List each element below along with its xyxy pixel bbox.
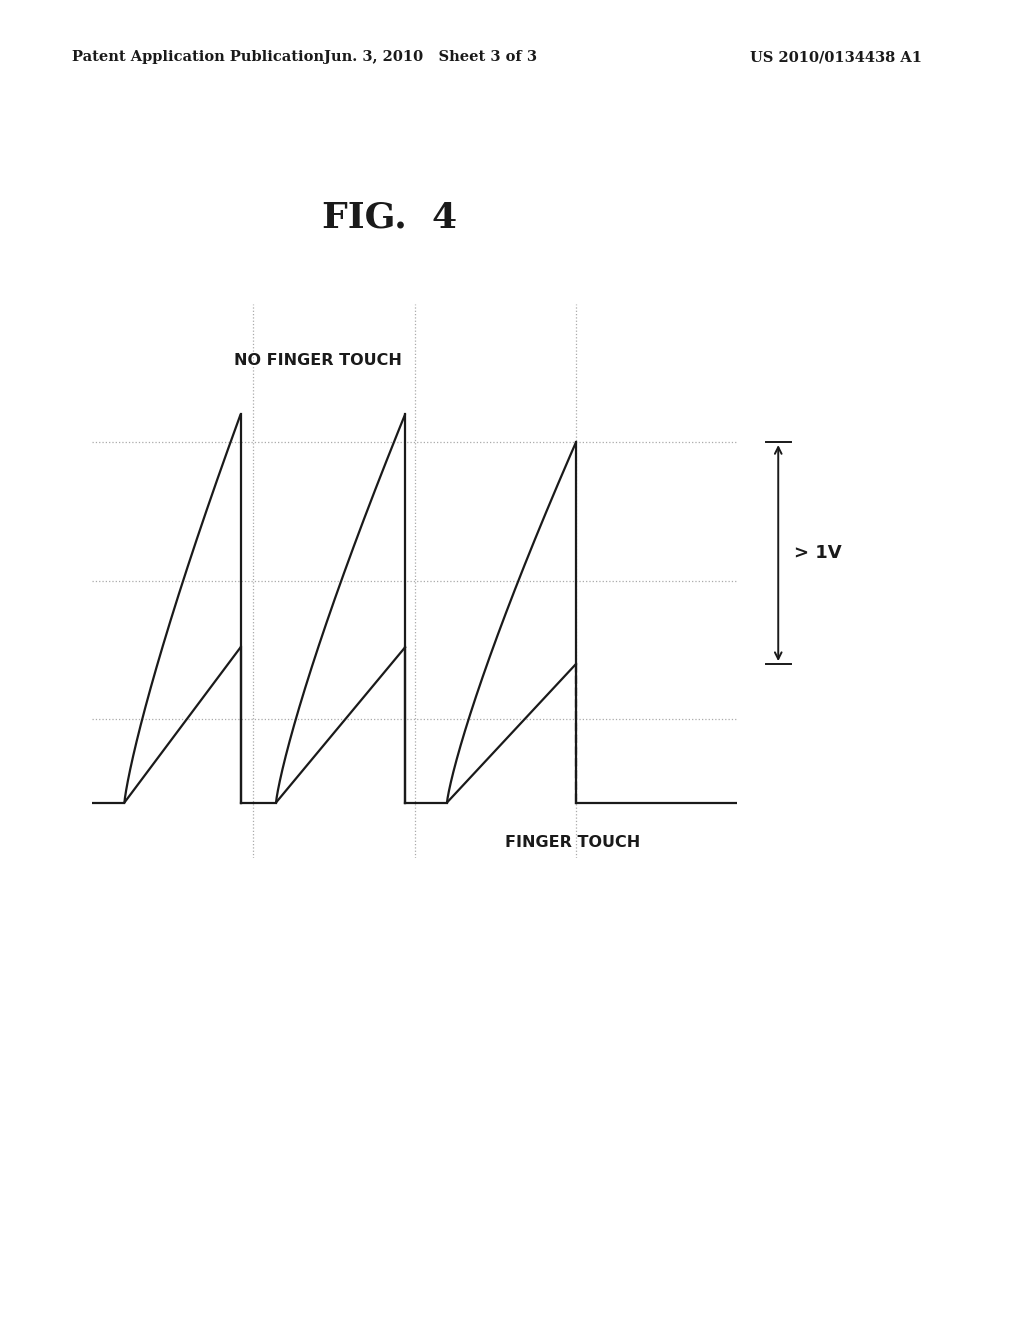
Text: US 2010/0134438 A1: US 2010/0134438 A1 bbox=[750, 50, 922, 65]
Text: > 1V: > 1V bbox=[794, 544, 842, 562]
Text: NO FINGER TOUCH: NO FINGER TOUCH bbox=[234, 354, 401, 368]
Text: Jun. 3, 2010   Sheet 3 of 3: Jun. 3, 2010 Sheet 3 of 3 bbox=[324, 50, 537, 65]
Text: FINGER TOUCH: FINGER TOUCH bbox=[505, 834, 640, 850]
Text: Patent Application Publication: Patent Application Publication bbox=[72, 50, 324, 65]
Text: FIG.  4: FIG. 4 bbox=[322, 201, 457, 235]
